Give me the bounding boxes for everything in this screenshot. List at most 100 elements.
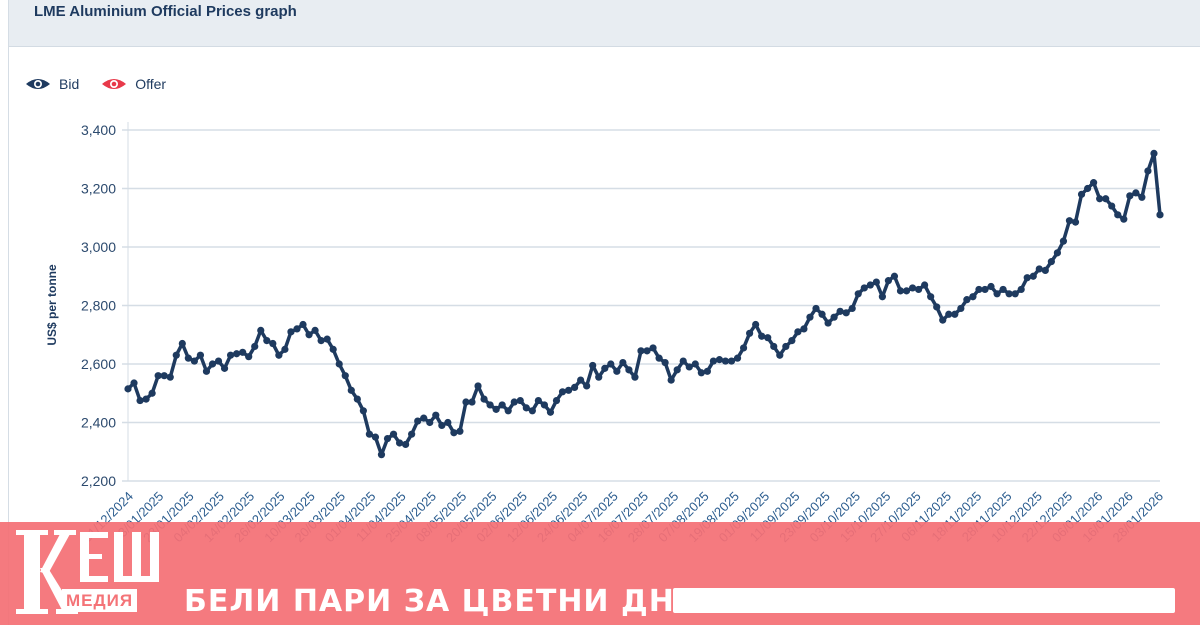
bid-data-point <box>685 363 693 371</box>
legend-item-bid[interactable]: Bid <box>25 76 79 92</box>
bid-data-point <box>414 417 422 425</box>
y-tick-label: 2,600 <box>81 356 116 372</box>
bid-data-point <box>1114 211 1122 219</box>
bid-data-point <box>389 430 398 438</box>
bid-data-point <box>329 345 337 353</box>
bid-data-point <box>1138 193 1146 201</box>
bid-data-point <box>709 357 718 365</box>
ad-banner[interactable]: МЕДИЯ БЕЛИ ПАРИ ЗА ЦВЕТНИ ДНИ <box>0 522 1200 625</box>
bid-data-point <box>540 401 549 409</box>
bid-data-point <box>251 342 259 351</box>
bid-data-point <box>402 440 410 449</box>
bid-data-point <box>160 372 168 380</box>
bid-data-point <box>233 350 241 358</box>
bid-data-point <box>951 310 959 318</box>
bid-data-point <box>631 373 639 381</box>
bid-data-point <box>516 396 524 405</box>
bid-data-point <box>311 326 319 334</box>
bid-data-point <box>914 285 923 294</box>
bid-data-point <box>927 293 935 301</box>
bid-data-point <box>637 347 645 355</box>
bid-data-point <box>697 369 705 377</box>
bid-data-point <box>474 382 482 390</box>
logo-sub: МЕДИЯ <box>62 589 138 612</box>
bid-data-point <box>933 303 941 311</box>
bid-data-point <box>468 398 476 406</box>
bid-data-point <box>776 351 784 359</box>
bid-data-point <box>130 379 138 387</box>
bid-data-point <box>770 342 778 351</box>
bid-data-point <box>534 396 542 405</box>
bid-data-point <box>184 354 192 362</box>
bid-data-point <box>643 347 651 355</box>
bid-data-point <box>353 395 361 403</box>
bid-data-point <box>341 372 349 380</box>
bid-data-point <box>872 278 880 286</box>
bid-data-point <box>739 344 748 352</box>
bid-data-point <box>957 304 965 313</box>
bid-data-point <box>945 310 953 318</box>
bid-data-point <box>287 328 295 336</box>
y-axis-label: US$ per tonne <box>45 264 59 346</box>
bid-data-point <box>975 285 983 294</box>
legend-item-offer[interactable]: Offer <box>101 76 166 92</box>
bid-data-point <box>528 407 536 415</box>
y-tick-label: 2,800 <box>81 298 116 314</box>
bid-data-point <box>190 357 198 365</box>
bid-data-point <box>1156 211 1164 219</box>
bid-data-point <box>1096 195 1104 203</box>
bid-data-point <box>172 351 180 359</box>
bid-data-point <box>1041 266 1049 274</box>
bid-data-point <box>1017 285 1025 294</box>
bid-data-point <box>655 354 663 362</box>
bid-data-point <box>281 345 289 353</box>
bid-data-point <box>607 360 615 368</box>
bid-data-point <box>782 342 790 351</box>
bid-data-point <box>1029 272 1037 280</box>
bid-data-point <box>981 285 989 294</box>
legend-label-bid: Bid <box>59 76 80 92</box>
bid-data-point <box>263 337 271 345</box>
panel-header: LME Aluminium Official Prices graph <box>9 0 1200 47</box>
bid-data-point <box>649 344 657 352</box>
bid-data-point <box>1005 290 1013 298</box>
bid-data-point <box>166 373 174 381</box>
bid-data-point <box>462 398 470 406</box>
bid-data-point <box>226 351 235 359</box>
bid-data-point <box>1102 195 1110 203</box>
bid-data-point <box>583 382 591 390</box>
bid-data-point <box>202 367 211 375</box>
bid-data-point <box>1053 249 1062 257</box>
bid-data-point <box>1090 179 1098 187</box>
bid-data-point <box>595 373 603 381</box>
bid-data-point <box>721 357 730 365</box>
bid-data-point <box>371 433 380 441</box>
bid-data-point <box>148 389 156 397</box>
bid-data-point <box>987 282 995 291</box>
bid-data-point <box>492 405 500 413</box>
bid-data-point <box>746 329 754 337</box>
bid-data-point <box>245 353 253 361</box>
bid-data-point <box>239 348 247 356</box>
bid-data-point <box>764 334 772 342</box>
bid-data-point <box>601 364 609 372</box>
bid-data-point <box>305 331 313 339</box>
bid-data-point <box>444 418 452 427</box>
bid-data-point <box>999 285 1007 294</box>
bid-data-point <box>504 407 512 415</box>
bid-data-point <box>275 351 283 359</box>
bid-data-point <box>969 293 977 301</box>
banner-slogan: БЕЛИ ПАРИ ЗА ЦВЕТНИ ДНИ <box>184 584 701 619</box>
bid-data-point <box>752 320 760 329</box>
bid-data-point <box>860 284 868 292</box>
bid-data-point <box>812 304 820 313</box>
bid-data-point <box>383 434 392 443</box>
bid-data-point <box>890 272 899 280</box>
bid-data-point <box>214 357 223 365</box>
bid-data-point <box>921 281 929 289</box>
bid-data-point <box>486 401 494 409</box>
bid-data-point <box>794 328 802 336</box>
bid-data-point <box>1077 190 1086 198</box>
chart-panel: LME Aluminium Official Prices graph <box>8 0 1200 625</box>
y-tick-label: 2,200 <box>81 473 116 489</box>
